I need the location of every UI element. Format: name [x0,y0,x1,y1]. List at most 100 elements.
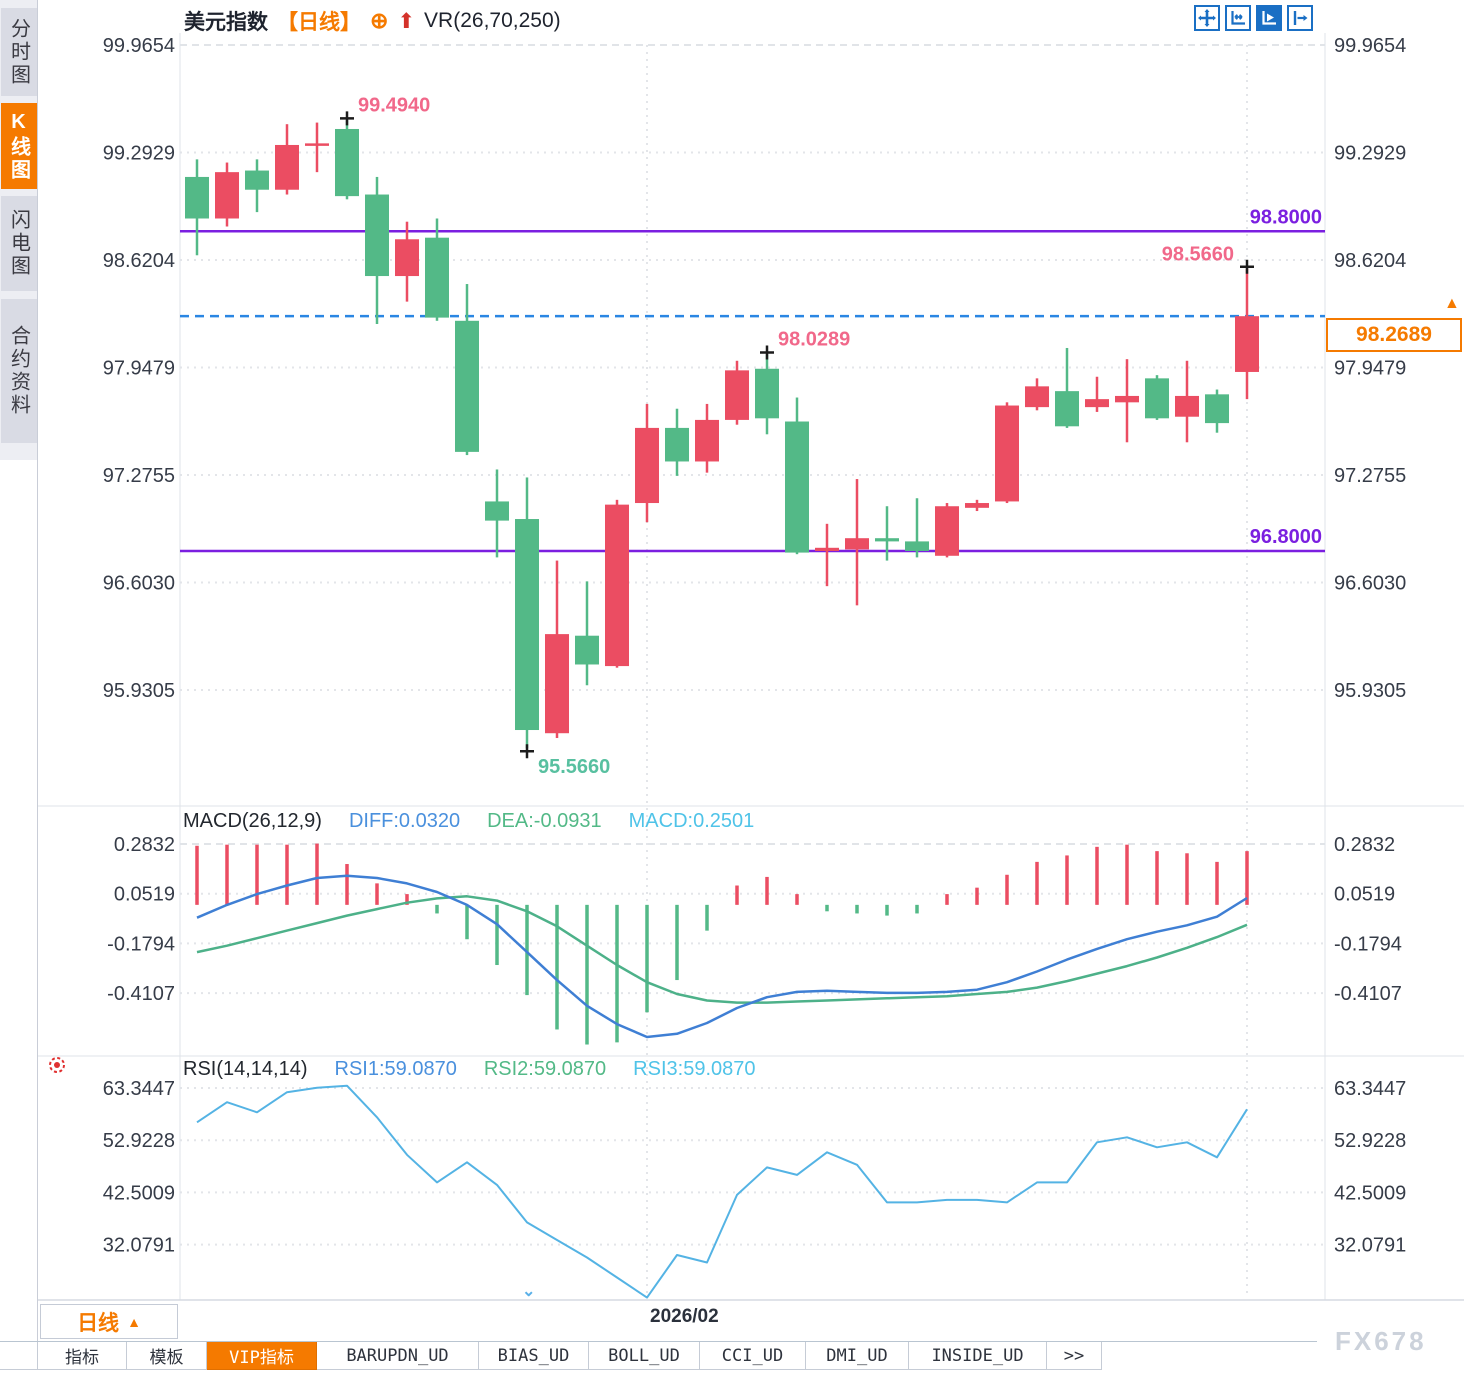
tab-barupdn-ud[interactable]: BARUPDN_UD [317,1342,479,1370]
y-tick-label: 99.2929 [1334,142,1406,164]
y-tick-label: 63.3447 [1334,1078,1406,1100]
price-line-label: 96.8000 [1250,526,1322,548]
macd-histogram-bar [525,904,529,996]
candle-body [1145,378,1169,419]
y-tick-label: 97.2755 [103,465,175,487]
tab-inside-ud[interactable]: INSIDE_UD [909,1342,1047,1370]
rsi3-value: RSI3:59.0870 [633,1058,756,1080]
tab-templates[interactable]: 模板 [127,1342,207,1370]
macd-header: MACD(26,12,9) DIFF:0.0320 DEA:-0.0931 MA… [183,810,754,833]
candle-body [635,427,659,504]
tab-indicators[interactable]: 指标 [38,1342,127,1370]
sidebar-item-contract-info[interactable]: 合约资料 [1,299,37,443]
y-tick-label: 99.9654 [103,35,175,57]
sidebar-item-flash-chart[interactable]: 闪电图 [1,196,37,291]
overlay-indicator-label: VR(26,70,250) [424,9,561,32]
rsi-header: RSI(14,14,14) RSI1:59.0870 RSI2:59.0870 … [183,1058,756,1081]
candle-body [875,538,899,542]
candle-body [695,419,719,462]
candle-body [845,538,869,550]
sidebar: 分时图 K线图闪电图合约资料 [0,0,38,1374]
candle-wick [315,122,319,173]
macd-histogram-bar [945,894,949,905]
extreme-cross-marker [520,744,534,759]
y-axis-labels: 99.9654 99.9654 99.2929 99.2929 98.6204 98.62… [103,35,1407,1257]
candlestick-series [185,120,1259,749]
tab-cci-ud[interactable]: CCI_UD [700,1342,806,1370]
current-price-box: 98.2689 [1326,318,1462,352]
candle-body [455,320,479,452]
indicator-settings-icon[interactable] [45,1053,69,1082]
tab-bias-ud[interactable]: BIAS_UD [479,1342,589,1370]
macd-histogram-bar [495,904,499,966]
tab-bar-corner-cell [0,1342,38,1370]
pan-crosshair-icon[interactable] [1194,5,1220,31]
tab-dmi-ud[interactable]: DMI_UD [806,1342,909,1370]
y-tick-label: 42.5009 [103,1182,175,1204]
candle-body [605,504,629,667]
candle-body [785,421,809,553]
y-tick-label: -0.1794 [107,933,175,955]
y-tick-label: 0.2832 [114,834,175,856]
y-tick-label: 98.6204 [103,250,175,272]
candle-body [725,370,749,420]
rsi1-value: RSI1:59.0870 [334,1058,457,1080]
macd-diff-value: DIFF:0.0320 [348,810,461,832]
candle-wick [825,523,829,587]
period-tag[interactable]: 【日线】 [277,11,361,34]
macd-macd-value: MACD:0.2501 [628,810,755,832]
add-indicator-icon[interactable]: ⊕ [370,8,389,33]
panel-borders [38,33,1464,1301]
diff-line [196,874,1248,1039]
triangle-up-icon: ▲ [127,1313,141,1330]
macd-histogram-bar [825,904,829,912]
symbol-name: 美元指数 [184,11,268,34]
candle-body [935,506,959,556]
candle-body [335,128,359,197]
candle-body [485,501,509,521]
tab-vip-indicators[interactable]: VIP指标 [207,1342,317,1370]
candle-wick [1065,347,1069,428]
candle-wick [915,498,919,558]
y-tick-label: 97.9479 [103,357,175,379]
rsi-line [196,1084,1248,1299]
macd-histogram-bar [1005,874,1009,905]
candle-body [395,239,419,277]
macd-histogram-bar [585,904,589,1045]
price-annotation: 98.0289 [778,329,850,351]
y-tick-label: 52.9228 [103,1130,175,1152]
y-tick-label: 95.9305 [1334,680,1406,702]
bottom-tab-bar: 指标 模板 VIP指标 BARUPDN_UD BIAS_UD BOLL_UD CCI_UD D… [0,1342,1464,1374]
y-tick-label: 99.9654 [1334,35,1406,57]
x-axis-scale-icon[interactable] [1225,5,1251,31]
y-tick-label: 32.0791 [1334,1235,1406,1257]
current-price-value: 98.2689 [1356,323,1432,346]
y-tick-label: 99.2929 [103,142,175,164]
tab-more[interactable]: >> [1047,1342,1102,1370]
watermark: FX678 [1335,1326,1427,1356]
candle-body [1235,316,1259,372]
sidebar-item-time-share-chart[interactable]: 分时图 [1,8,37,96]
macd-histogram-bar [195,845,199,905]
macd-histogram-bar [1215,861,1219,905]
y-tick-label: 97.2755 [1334,465,1406,487]
gridlines [180,44,1325,1298]
candle-body [425,237,449,318]
pan-right-icon[interactable] [1287,5,1313,31]
candle-body [575,635,599,665]
candle-body [755,368,779,419]
y-tick-label: 63.3447 [103,1078,175,1100]
macd-params-label: MACD(26,12,9) [183,810,322,832]
sidebar-item-candlestick-chart[interactable]: K线图 [1,103,37,189]
candle-body [275,144,299,190]
y-tick-label: 96.6030 [103,572,175,594]
rsi2-value: RSI2:59.0870 [483,1058,607,1080]
candle-wick [885,506,889,561]
period-selector-button[interactable]: 日线 ▲ [40,1304,178,1339]
chevron-down-icon[interactable]: ⌄ [522,1283,536,1300]
period-selector-label: 日线 [77,1311,120,1335]
macd-histogram-bar [885,904,889,916]
y-axis-play-icon[interactable] [1256,5,1282,31]
tab-boll-ud[interactable]: BOLL_UD [589,1342,700,1370]
